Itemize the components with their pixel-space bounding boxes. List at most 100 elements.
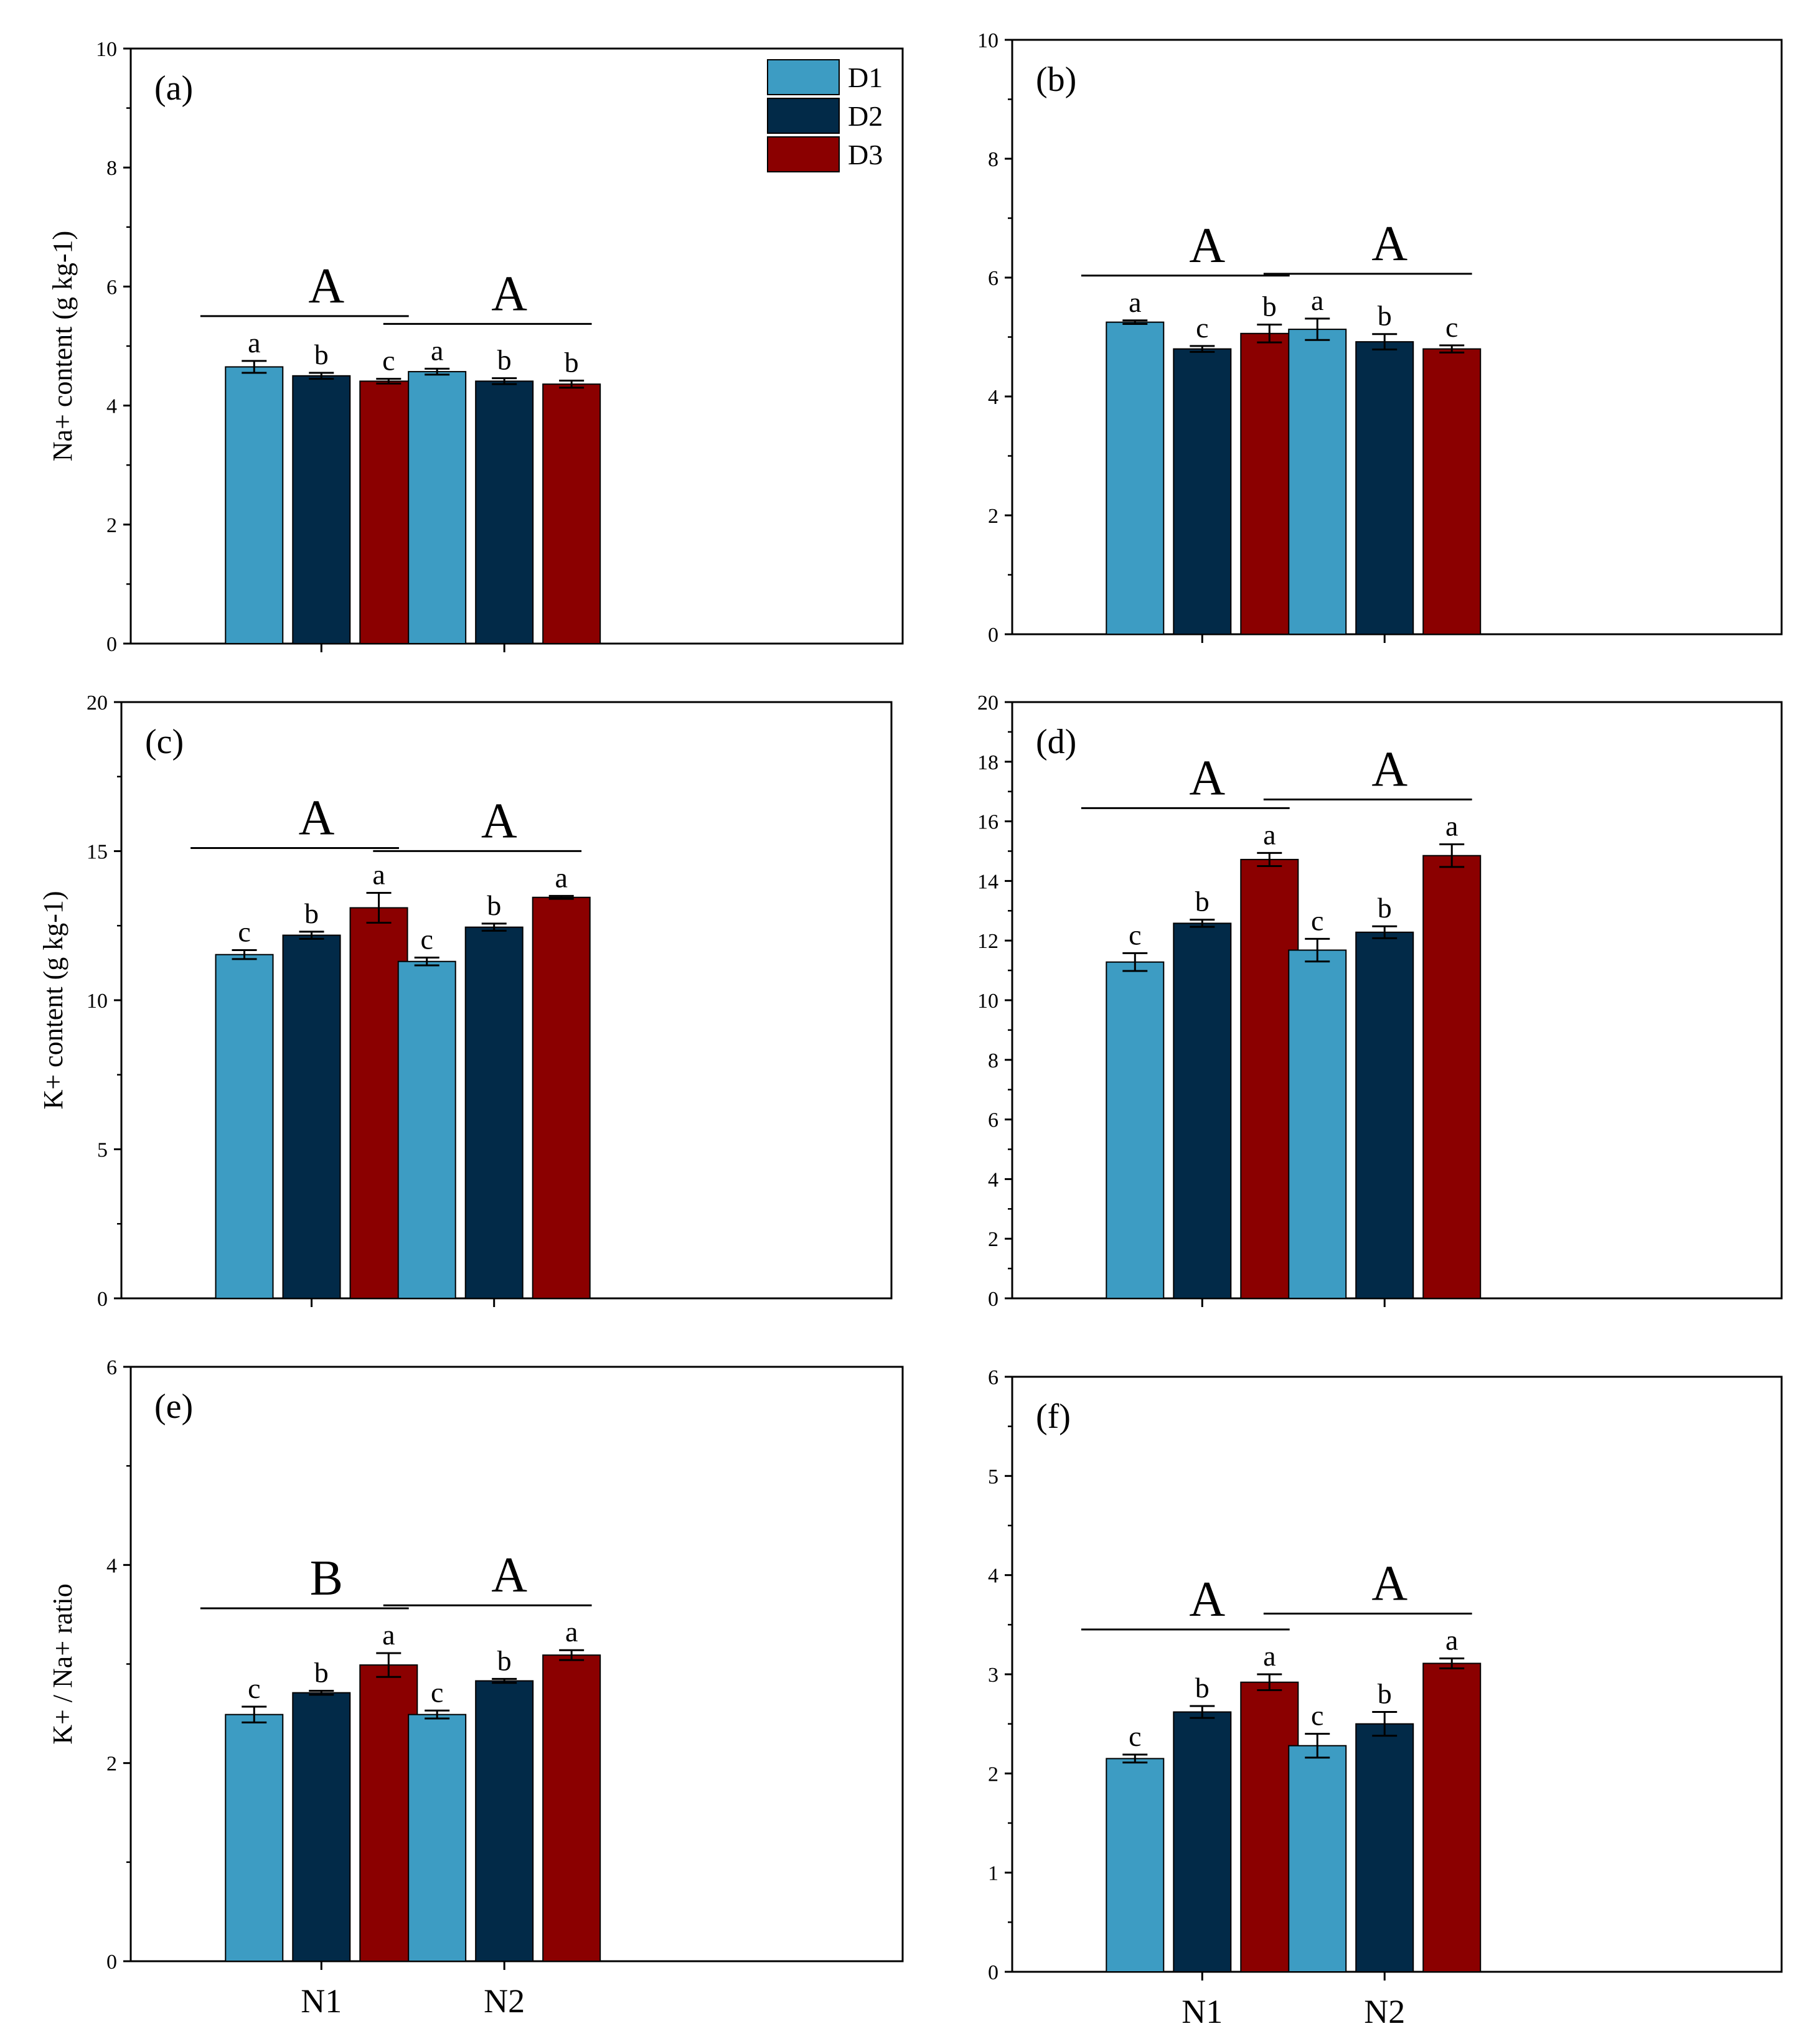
y-tick-label: 16 [977,811,998,834]
legend-swatch-d1 [767,59,840,95]
y-axis-label: Na+ content (g kg-1) [47,231,78,462]
significance-letter: c [1311,904,1323,936]
significance-letter: c [1129,919,1141,950]
y-tick-label: 6 [988,1109,998,1132]
y-tick-label: 20 [87,691,108,715]
significance-letter: a [431,334,443,366]
chart-panel-6: 0 1 2 3 4 5 6 (f) N1 c b a A N2 c b a A [988,1366,1783,2030]
y-tick-label: 2 [106,514,117,537]
y-tick-label: 6 [988,267,998,290]
y-tick-label: 10 [977,29,998,52]
bar-d1 [1288,949,1347,1299]
y-tick-label: 4 [106,395,117,418]
significance-letter: c [248,1672,260,1704]
y-tick-label: 2 [106,1753,117,1776]
bar-d2 [475,1680,534,1962]
bar-d1 [1288,1745,1347,1972]
bar-d1 [1288,329,1347,635]
y-tick-label: 6 [106,276,117,299]
bar-d2 [1173,922,1232,1299]
bar-d2 [1355,931,1414,1299]
y-tick-label: 0 [988,1961,998,1984]
significance-letter: b [497,344,512,376]
bar-d1 [1106,1758,1165,1973]
y-axis-label: K+ content (g kg-1) [38,891,68,1109]
y-tick-label: 15 [87,841,108,864]
bar-d2 [1173,1711,1232,1972]
bar-d3 [532,896,591,1299]
significance-letter: a [1445,810,1458,842]
significance-letter: b [1262,290,1277,322]
y-tick-label: 5 [988,1465,998,1488]
legend-label: D3 [848,139,883,171]
significance-letter: c [382,345,395,377]
bar-d1 [225,1713,284,1962]
x-category-label: N2 [484,1982,525,2020]
group-significance-letter: A [1189,218,1225,273]
bar-d2 [1355,1723,1414,1973]
bar-d3 [542,383,601,645]
y-tick-label: 2 [988,505,998,528]
y-tick-label: 0 [106,633,117,656]
bar-d1 [397,960,456,1299]
bar-d2 [292,375,351,644]
significance-letter: a [565,1616,578,1648]
panel-label: (f) [1036,1397,1071,1436]
x-category-label: N1 [1182,1993,1223,2030]
significance-letter: c [1445,311,1458,343]
significance-letter: b [1195,1672,1210,1704]
y-tick-label: 2 [988,1763,998,1786]
group-significance-letter: A [1189,1572,1225,1627]
bar-d2 [464,926,524,1299]
significance-letter: c [238,916,250,948]
legend-label: D1 [848,62,883,93]
bar-d2 [292,1692,351,1962]
significance-letter: a [372,859,385,891]
significance-letter: a [555,861,567,893]
significance-letter: b [314,339,329,370]
y-tick-label: 0 [988,1288,998,1311]
bar-d3 [1422,855,1482,1300]
group-significance-letter: A [1189,751,1225,805]
significance-letter: b [304,898,319,929]
bar-d3 [542,1654,601,1962]
y-tick-label: 4 [988,386,998,409]
legend-swatch-d3 [767,136,840,172]
y-tick-label: 8 [988,1049,998,1072]
bar-d1 [215,954,274,1299]
bar-d2 [282,934,341,1299]
x-category-label: N2 [1364,1993,1405,2030]
y-tick-label: 0 [97,1288,108,1311]
panel-label: (c) [145,723,184,761]
bar-d1 [1106,961,1165,1299]
group-significance-letter: A [299,791,335,846]
significance-letter: b [1378,300,1392,332]
bar-d1 [225,366,284,645]
y-tick-label: 14 [977,870,998,893]
significance-letter: b [497,1644,512,1676]
significance-letter: a [382,1619,395,1651]
y-tick-label: 6 [106,1356,117,1379]
bar-d2 [475,380,534,644]
y-tick-label: 8 [988,148,998,171]
panel-label: (d) [1036,723,1076,761]
significance-letter: a [1129,286,1141,318]
y-tick-label: 4 [988,1168,998,1191]
legend-label: D2 [848,100,883,132]
significance-letter: b [1195,886,1210,917]
significance-letter: a [1311,284,1323,316]
panel-label: (e) [154,1387,193,1426]
significance-letter: c [1129,1720,1141,1752]
y-tick-label: 6 [988,1366,998,1389]
y-tick-label: 10 [87,990,108,1013]
group-significance-letter: A [1371,1557,1407,1611]
bar-d1 [408,371,467,644]
significance-letter: b [1378,892,1392,924]
significance-letter: a [1445,1624,1458,1656]
bar-d1 [408,1713,467,1962]
significance-letter: b [565,346,579,378]
chart-panel-5: 0 2 4 6 K+ / Na+ ratio (e) N1 c b a B N2 c b a A [47,1356,904,2020]
group-significance-letter: A [481,794,517,848]
significance-letter: a [1263,1640,1276,1672]
